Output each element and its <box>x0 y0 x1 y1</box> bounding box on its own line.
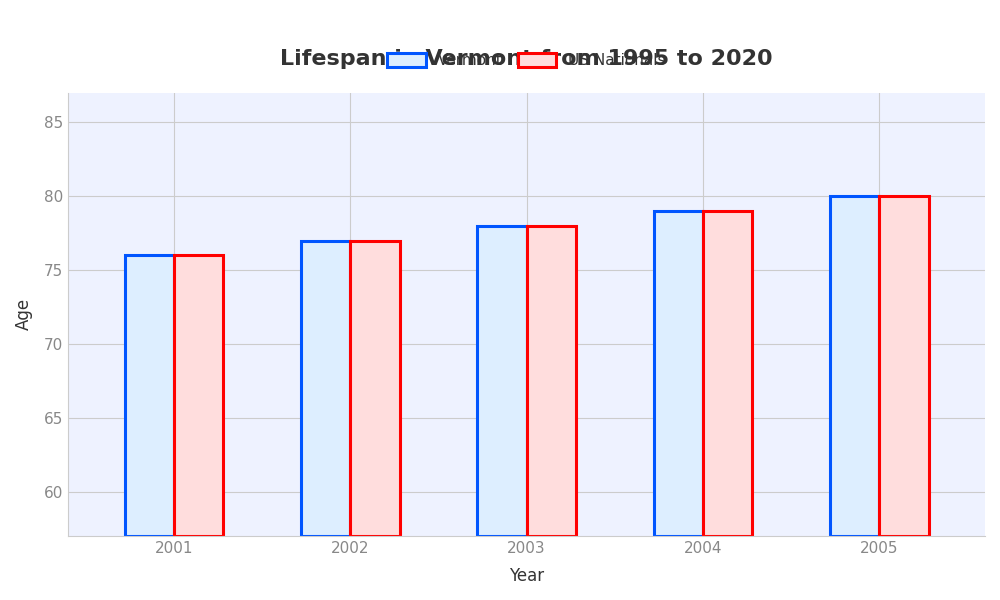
Bar <box>879 196 929 536</box>
Legend: Vermont, US Nationals: Vermont, US Nationals <box>381 47 672 74</box>
Bar <box>527 226 576 536</box>
Y-axis label: Age: Age <box>15 298 33 331</box>
Bar <box>703 211 752 536</box>
Bar <box>125 256 174 536</box>
Bar <box>301 241 350 536</box>
Bar <box>654 211 703 536</box>
Bar <box>174 256 223 536</box>
Title: Lifespan in Vermont from 1995 to 2020: Lifespan in Vermont from 1995 to 2020 <box>280 49 773 69</box>
Bar <box>350 241 400 536</box>
X-axis label: Year: Year <box>509 567 544 585</box>
Bar <box>477 226 527 536</box>
Bar <box>830 196 879 536</box>
